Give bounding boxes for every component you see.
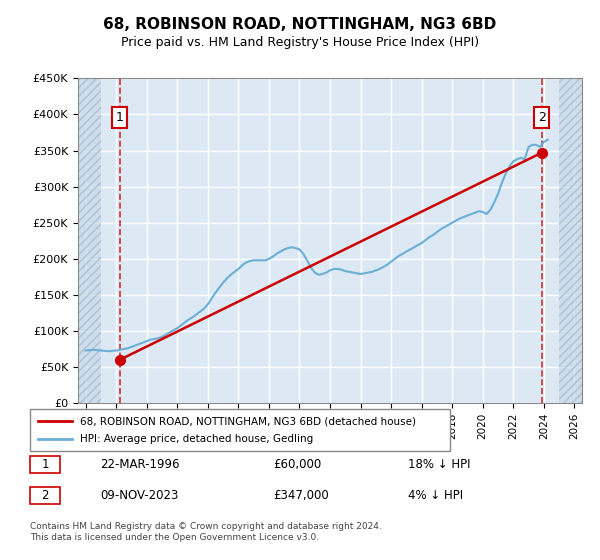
Text: 1: 1 bbox=[116, 111, 124, 124]
Text: £60,000: £60,000 bbox=[273, 458, 321, 472]
FancyBboxPatch shape bbox=[30, 409, 450, 451]
Text: This data is licensed under the Open Government Licence v3.0.: This data is licensed under the Open Gov… bbox=[30, 533, 319, 543]
Text: Price paid vs. HM Land Registry's House Price Index (HPI): Price paid vs. HM Land Registry's House … bbox=[121, 36, 479, 49]
Text: 2: 2 bbox=[538, 111, 545, 124]
Point bbox=[115, 356, 124, 365]
Text: 2: 2 bbox=[41, 489, 49, 502]
Point bbox=[537, 148, 547, 157]
Bar bbox=[78, 78, 101, 403]
Text: 68, ROBINSON ROAD, NOTTINGHAM, NG3 6BD: 68, ROBINSON ROAD, NOTTINGHAM, NG3 6BD bbox=[103, 17, 497, 32]
Text: HPI: Average price, detached house, Gedling: HPI: Average price, detached house, Gedl… bbox=[80, 434, 314, 444]
FancyBboxPatch shape bbox=[30, 487, 60, 504]
Text: Contains HM Land Registry data © Crown copyright and database right 2024.: Contains HM Land Registry data © Crown c… bbox=[30, 522, 382, 531]
Text: 09-NOV-2023: 09-NOV-2023 bbox=[100, 489, 179, 502]
Text: 1: 1 bbox=[41, 458, 49, 472]
Text: 22-MAR-1996: 22-MAR-1996 bbox=[100, 458, 180, 472]
Text: £347,000: £347,000 bbox=[273, 489, 329, 502]
Bar bbox=[559, 78, 582, 403]
Text: 18% ↓ HPI: 18% ↓ HPI bbox=[408, 458, 470, 472]
Text: 68, ROBINSON ROAD, NOTTINGHAM, NG3 6BD (detached house): 68, ROBINSON ROAD, NOTTINGHAM, NG3 6BD (… bbox=[80, 417, 416, 426]
Text: 4% ↓ HPI: 4% ↓ HPI bbox=[408, 489, 463, 502]
FancyBboxPatch shape bbox=[30, 456, 60, 473]
